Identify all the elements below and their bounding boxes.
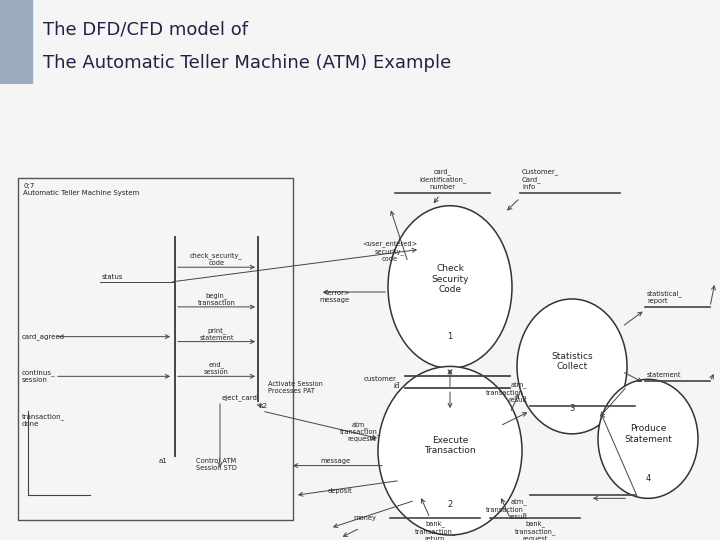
Text: money: money	[354, 515, 377, 521]
Text: continus_
session: continus_ session	[22, 369, 55, 383]
Text: begin_
transaction: begin_ transaction	[197, 292, 235, 306]
Text: customer_
id: customer_ id	[364, 375, 400, 389]
Text: <user_entered>
security_
code: <user_entered> security_ code	[362, 240, 418, 262]
Text: The DFD/CFD model of: The DFD/CFD model of	[43, 21, 248, 39]
Text: bank_
transaction_
return: bank_ transaction_ return	[415, 520, 456, 540]
Text: atm_
transaction_
request: atm_ transaction_ request	[339, 421, 381, 442]
Text: atm_
transaction_
result: atm_ transaction_ result	[486, 498, 527, 520]
Ellipse shape	[598, 379, 698, 498]
Ellipse shape	[378, 367, 522, 535]
Text: print_
statement: print_ statement	[199, 327, 234, 341]
Bar	[18, 178, 293, 520]
Bar	[0, 0, 32, 84]
Text: Statistics
Collect: Statistics Collect	[552, 352, 593, 371]
Text: 0;7
Automatic Teller Machine System: 0;7 Automatic Teller Machine System	[23, 183, 139, 196]
Text: 2: 2	[447, 501, 453, 509]
Text: s2: s2	[260, 403, 268, 409]
Text: <error>
message: <error> message	[320, 291, 350, 303]
Text: Customer_
Card_
info: Customer_ Card_ info	[522, 168, 559, 190]
Text: statistical_
report: statistical_ report	[647, 290, 683, 304]
Text: Produce
Statement: Produce Statement	[624, 424, 672, 443]
Text: card_agreed: card_agreed	[22, 333, 65, 340]
Text: 1: 1	[447, 332, 453, 341]
Text: a1: a1	[158, 458, 167, 464]
Text: Execute
Transaction: Execute Transaction	[424, 436, 476, 455]
Text: atm_
transaction_
result: atm_ transaction_ result	[486, 382, 527, 403]
Ellipse shape	[517, 299, 627, 434]
Text: message: message	[320, 457, 350, 464]
Text: Check
Security
Code: Check Security Code	[431, 264, 469, 294]
Text: The Automatic Teller Machine (ATM) Example: The Automatic Teller Machine (ATM) Examp…	[43, 55, 451, 72]
Text: Activate Session
Processes PAT: Activate Session Processes PAT	[268, 381, 323, 394]
Text: deposit: deposit	[328, 488, 352, 495]
Text: check_security_
code: check_security_ code	[190, 253, 243, 266]
Text: eject_card: eject_card	[222, 394, 258, 401]
Text: statement: statement	[647, 372, 682, 379]
Ellipse shape	[388, 206, 512, 368]
Text: card_
identification_
number: card_ identification_ number	[419, 168, 466, 190]
Text: 3: 3	[570, 404, 575, 413]
Text: Control ATM
Session STD: Control ATM Session STD	[196, 458, 237, 471]
Text: bank_
transaction_
request: bank_ transaction_ request	[514, 520, 556, 540]
Text: end_
session: end_ session	[204, 362, 229, 375]
Text: status: status	[102, 274, 124, 280]
Text: transaction_
done: transaction_ done	[22, 413, 65, 427]
Text: 4: 4	[645, 474, 651, 483]
